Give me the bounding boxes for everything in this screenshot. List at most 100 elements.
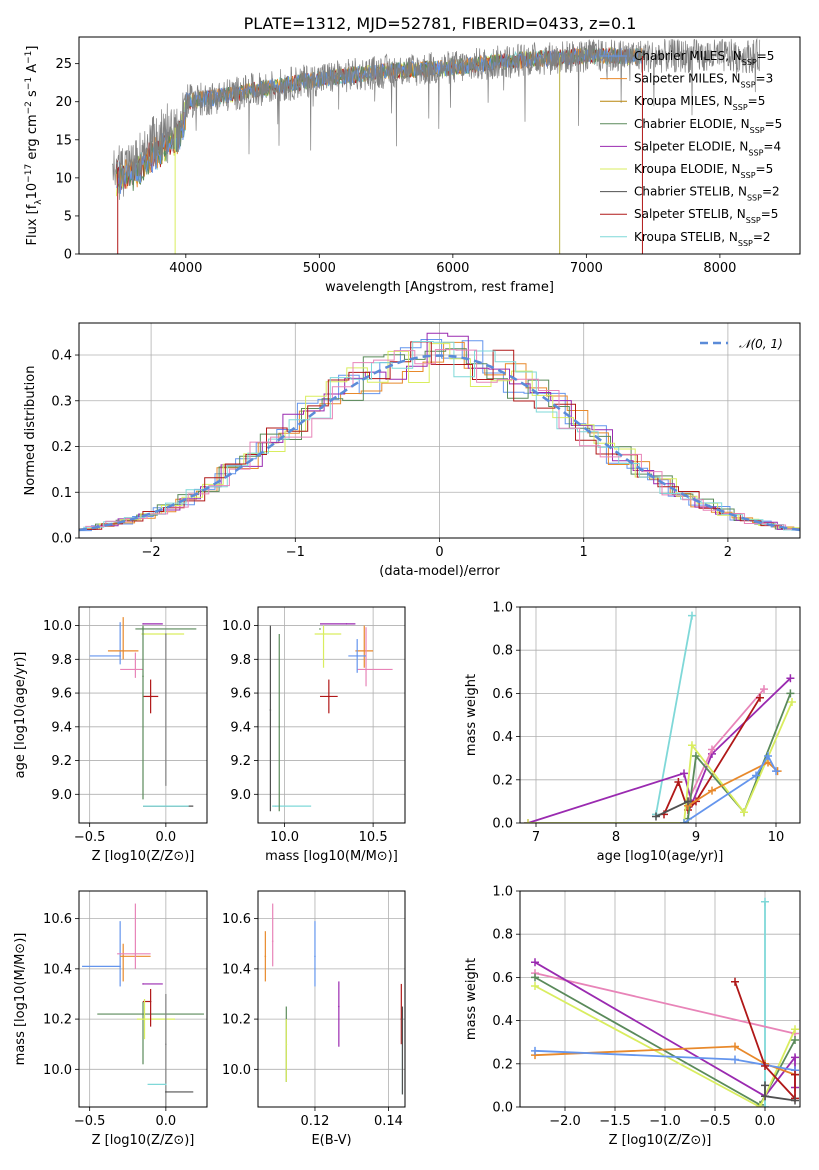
x-tick-label: −2 — [142, 545, 161, 560]
x-tick-label: 10.0 — [270, 830, 299, 845]
y-tick-label: 0.6 — [492, 687, 513, 702]
label-part: A — [25, 64, 40, 77]
label-part: −1 — [24, 51, 34, 64]
legend-text-part: SSP — [748, 148, 763, 157]
plus-marker — [708, 745, 716, 754]
y-tick-label: 9.6 — [230, 687, 251, 702]
y-tick-label: 10.2 — [222, 1013, 251, 1028]
x-axis-label: age [log10(age/yr)] — [597, 849, 724, 864]
legend-text-part: Salpeter ELODIE, N — [634, 139, 748, 153]
age-vs-Z-marks — [89, 617, 197, 807]
plus-marker — [791, 1096, 799, 1105]
label-part: Flux [f — [25, 204, 40, 245]
data-point — [142, 623, 144, 625]
data-point — [400, 1018, 403, 1020]
plus-marker — [708, 786, 716, 795]
y-tick-label: 0.8 — [492, 644, 513, 659]
data-point — [363, 650, 366, 652]
x-tick-label: 0.0 — [156, 830, 177, 845]
x-tick-label: −1.0 — [649, 1114, 681, 1129]
legend-text-part: Chabrier MILES, N — [634, 49, 742, 63]
data-point — [122, 650, 124, 652]
label-part: λ — [34, 199, 44, 205]
legend-text-part: SSP — [742, 58, 757, 67]
y-tick-label: 0.3 — [51, 394, 72, 409]
series-line — [534, 985, 796, 1107]
x-tick-label: 6000 — [436, 261, 469, 276]
data-point — [149, 1000, 152, 1003]
data-point — [122, 955, 124, 958]
plus-marker — [756, 693, 764, 702]
data-point — [142, 675, 144, 677]
plus-marker — [760, 685, 768, 694]
data-point — [143, 633, 146, 635]
weight-vs-Z-plot: −2.0 −1.5 −1.0 −0.5 0.0 0.0 0.2 0.4 0.6 0.8 1.0 Z [… — [464, 885, 801, 1148]
plus-marker — [688, 611, 696, 620]
data-point — [274, 805, 277, 807]
plus-marker — [680, 819, 688, 823]
y-tick-label: 10.0 — [43, 619, 72, 634]
y-tick-label: 0.4 — [492, 1014, 513, 1029]
plus-marker — [772, 767, 780, 776]
legend-text-part: Kroupa MILES, N — [634, 94, 733, 108]
legend-text-part: =2 — [762, 185, 780, 199]
spectrum-plot: 4000 5000 6000 7000 8000 0 5 10 15 20 25 wavelength… — [24, 36, 801, 295]
data-point — [401, 1018, 404, 1020]
y-tick-label: 9.2 — [51, 754, 72, 769]
y-tick-label: 0.4 — [51, 349, 72, 364]
x-tick-label: 0 — [435, 545, 443, 560]
observed-spectrum-line — [112, 37, 761, 200]
residuals-plot: −2 −1 0 1 2 0.0 0.1 0.2 0.3 0.4 (data-model)/error… — [23, 322, 801, 579]
plus-marker — [531, 982, 539, 991]
legend-text-part: Chabrier ELODIE, N — [634, 117, 750, 131]
y-tick-label: 9.8 — [230, 653, 251, 668]
mass-vs-ebv-marks — [264, 903, 404, 1095]
plus-marker — [756, 1103, 764, 1107]
x-tick-label: 9 — [692, 830, 700, 845]
x-tick-label: 8000 — [703, 261, 736, 276]
data-point — [328, 695, 330, 698]
legend-text-part: SSP — [741, 80, 756, 89]
legend-text-part: =3 — [756, 72, 774, 86]
axes-frame — [257, 606, 406, 824]
axes-frame — [257, 890, 406, 1108]
series-line — [683, 754, 777, 823]
plus-marker — [761, 1061, 769, 1070]
legend-text-part: SSP — [750, 125, 765, 134]
series-line — [655, 800, 689, 818]
plus-marker — [791, 1070, 799, 1079]
y-axis-label: mass weight — [464, 674, 479, 756]
legend-text-part: =5 — [761, 207, 779, 221]
y-tick-label: 10.2 — [43, 1013, 72, 1028]
y-tick-label: 10.0 — [43, 1063, 72, 1078]
data-point — [264, 955, 267, 958]
x-tick-label: 5000 — [303, 261, 336, 276]
data-point — [338, 1005, 340, 1008]
y-tick-label: 9.8 — [51, 653, 72, 668]
series-line — [534, 972, 796, 1035]
legend-text-part: =5 — [748, 94, 766, 108]
x-axis-label: (data-model)/error — [379, 564, 500, 579]
mass-vs-Z-plot: −0.5 0.0 10.0 10.2 10.4 10.6 Z [log10(Z/Z⊙)] ma… — [13, 890, 208, 1148]
x-tick-label: −1.5 — [599, 1114, 631, 1129]
data-point — [314, 955, 316, 958]
y-tick-label: 0.8 — [492, 928, 513, 943]
spectrum-marks — [112, 37, 761, 254]
label-part: −17 — [24, 164, 34, 183]
x-tick-label: −2.0 — [549, 1114, 581, 1129]
plus-marker — [680, 769, 688, 778]
legend-text-part: Chabrier STELIB, N — [634, 185, 747, 199]
plus-marker — [731, 977, 739, 986]
x-tick-label: 0.0 — [156, 1114, 177, 1129]
series-line — [534, 1045, 796, 1076]
plus-marker — [684, 797, 692, 806]
plus-marker — [761, 1081, 769, 1090]
plus-marker — [688, 741, 696, 750]
y-tick-label: 0.0 — [492, 1101, 513, 1116]
series-line — [528, 701, 793, 823]
weight-vs-age-marks — [524, 611, 796, 823]
histogram-step-line — [79, 343, 800, 533]
legend-text-part: SSP — [741, 171, 756, 180]
axes-frame — [519, 606, 801, 824]
